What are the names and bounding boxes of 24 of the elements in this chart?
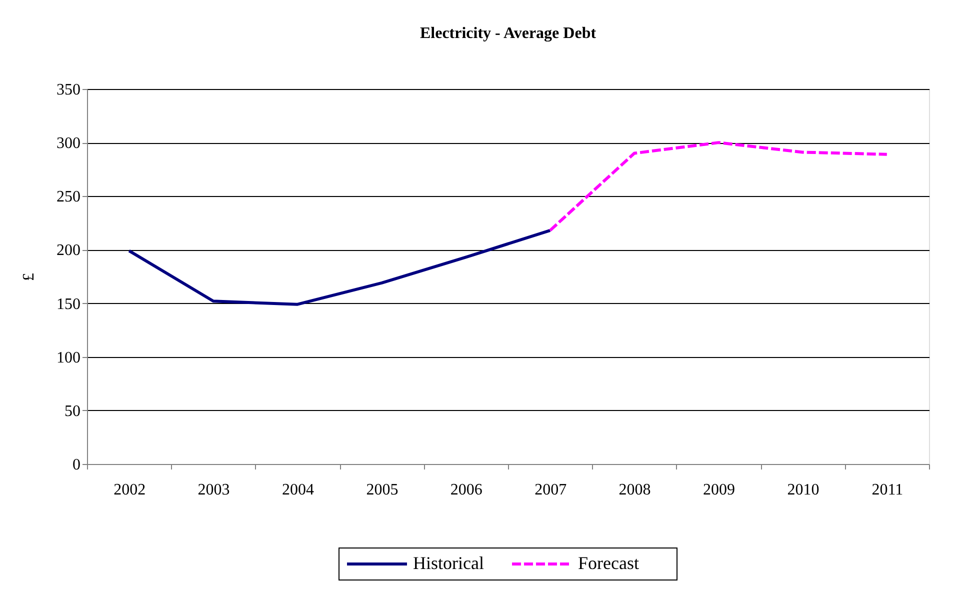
x-tick-label: 2007 [534, 482, 567, 498]
y-tick-label: 50 [64, 402, 80, 420]
y-tick-label: 150 [56, 296, 80, 313]
x-tick-label: 2006 [450, 482, 482, 498]
x-tick-label: 2011 [872, 482, 904, 498]
x-tick-label: 2008 [618, 482, 651, 498]
y-tick-label: 0 [72, 456, 80, 474]
y-tick-label: 200 [56, 242, 80, 260]
legend-label: Forecast [578, 553, 639, 573]
y-tick-label: 100 [56, 349, 80, 366]
y-tick-label: 250 [56, 188, 80, 206]
x-tick-label: 2002 [114, 482, 146, 498]
x-tick-label: 2010 [787, 482, 820, 498]
legend-label: Historical [413, 553, 484, 573]
x-tick-label: 2003 [198, 482, 230, 498]
chart-title: Electricity - Average Debt [420, 25, 597, 42]
y-tick-label: 300 [56, 135, 80, 152]
y-tick-label: 350 [56, 82, 80, 98]
x-tick-label: 2005 [366, 482, 398, 498]
line-series [548, 141, 888, 232]
x-tick-label: 2004 [282, 482, 314, 498]
line-series [128, 228, 552, 306]
x-tick-label: 2009 [703, 482, 735, 498]
y-axis-title: £ [20, 273, 38, 281]
